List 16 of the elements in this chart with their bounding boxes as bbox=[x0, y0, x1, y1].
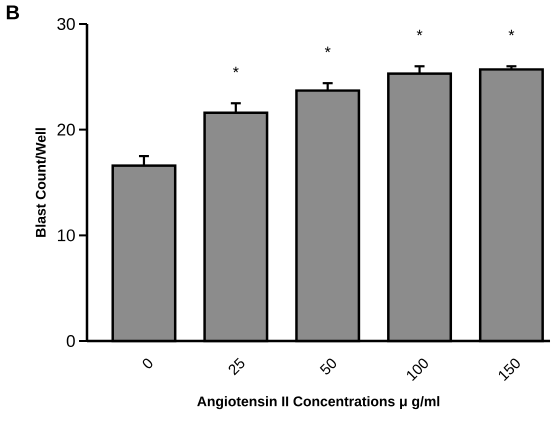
annotation: * bbox=[416, 30, 422, 36]
x-axis-title: Angiotensin II Concentrations μ g/ml bbox=[197, 396, 440, 410]
y-axis-title: Blast Count/Well bbox=[35, 128, 46, 237]
x-tick-label: 150 bbox=[498, 358, 520, 381]
y-tick-label: 10 bbox=[58, 229, 75, 242]
y-tick-label: 20 bbox=[58, 124, 75, 136]
y-tick-label: 0 bbox=[66, 335, 75, 347]
x-tick-label: 25 bbox=[228, 358, 244, 376]
y-tick-label: 30 bbox=[57, 18, 75, 30]
x-tick-label: 100 bbox=[407, 358, 428, 381]
annotation: * bbox=[232, 66, 239, 72]
x-tick-label: 50 bbox=[320, 358, 336, 374]
x-tick-label: 0 bbox=[142, 358, 152, 368]
annotation: * bbox=[508, 30, 514, 36]
text: B bbox=[6, 6, 20, 20]
annotation: * bbox=[324, 46, 331, 52]
